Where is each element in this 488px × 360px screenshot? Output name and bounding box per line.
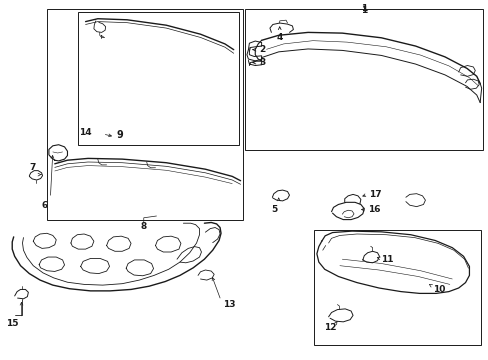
Text: 4: 4 bbox=[276, 33, 283, 42]
Text: 11: 11 bbox=[381, 256, 393, 264]
Text: 10: 10 bbox=[432, 285, 445, 294]
Bar bbox=[313, 230, 480, 345]
Text: 3: 3 bbox=[259, 58, 265, 67]
Text: 6: 6 bbox=[41, 202, 48, 210]
Text: 1: 1 bbox=[361, 6, 366, 15]
Text: 2: 2 bbox=[259, 45, 265, 54]
Text: 9: 9 bbox=[116, 130, 123, 140]
Bar bbox=[47, 9, 242, 220]
Text: 1: 1 bbox=[361, 4, 366, 13]
Text: 5: 5 bbox=[271, 205, 277, 214]
Text: 13: 13 bbox=[223, 300, 235, 309]
Text: 8: 8 bbox=[141, 222, 146, 231]
Bar bbox=[245, 9, 482, 150]
Bar bbox=[78, 12, 238, 145]
Text: 12: 12 bbox=[324, 323, 336, 332]
Text: 16: 16 bbox=[367, 205, 380, 214]
Text: 17: 17 bbox=[368, 190, 381, 199]
Text: 7: 7 bbox=[29, 163, 36, 172]
Text: 15: 15 bbox=[6, 320, 19, 328]
Text: 14: 14 bbox=[79, 128, 92, 137]
